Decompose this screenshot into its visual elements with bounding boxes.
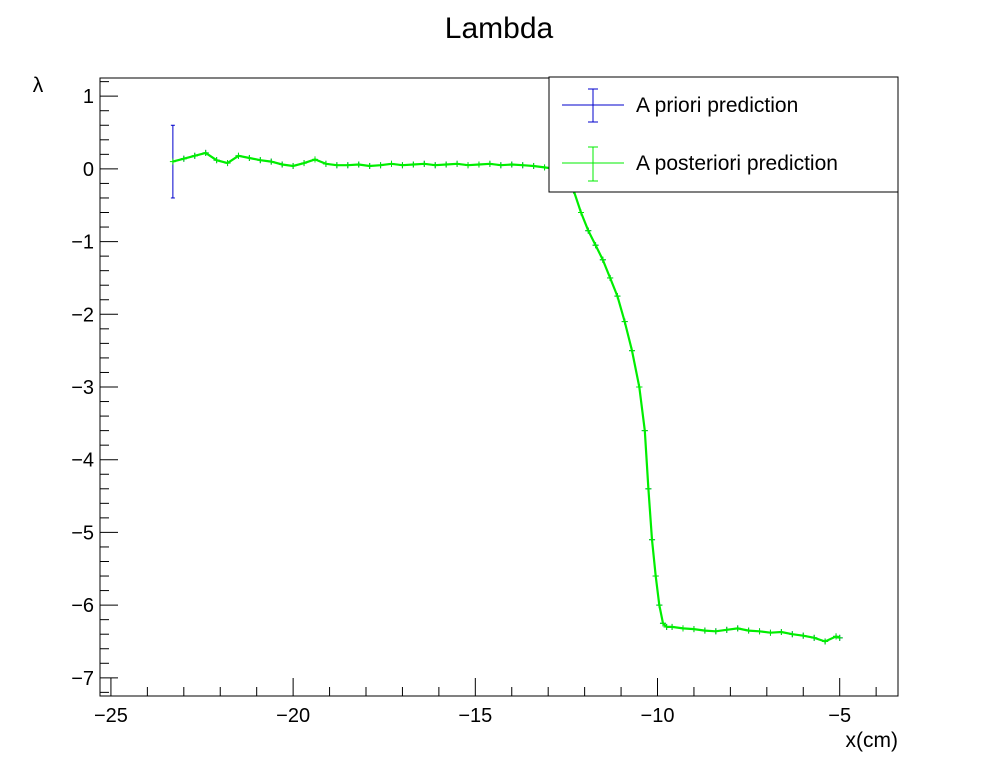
- y-tick-label: −6: [71, 595, 94, 617]
- legend-entry-a-posteriori: A posteriori prediction: [562, 146, 838, 182]
- x-tick-label: −20: [276, 705, 310, 727]
- legend-entry-a-priori: A priori prediction: [562, 88, 798, 123]
- minor-ticks: [100, 81, 877, 696]
- x-tick-label: −25: [94, 705, 128, 727]
- legend-box: [548, 76, 899, 193]
- major-ticks: [100, 95, 841, 696]
- x-tick-label: −10: [641, 705, 675, 727]
- legend: A priori prediction A posteriori predict…: [548, 76, 899, 193]
- y-tick-label: −3: [71, 377, 94, 399]
- y-tick-label: −1: [71, 232, 94, 254]
- y-tick-label: −2: [71, 304, 94, 326]
- legend-label-a-posteriori: A posteriori prediction: [636, 152, 838, 175]
- tick-labels: −25 −20 −15 −10 −5 1 0 −1 −2 −3 −4 −5 −6 −7: [71, 86, 851, 727]
- legend-label-a-priori: A priori prediction: [636, 94, 798, 117]
- x-tick-label: −15: [458, 705, 492, 727]
- x-axis-label: x(cm): [846, 729, 898, 752]
- y-tick-label: −5: [71, 522, 94, 544]
- y-tick-label: −4: [71, 450, 94, 472]
- x-tick-label: −5: [828, 705, 851, 727]
- y-tick-label: −7: [71, 668, 94, 690]
- y-tick-label: 0: [83, 159, 94, 181]
- y-tick-label: 1: [83, 86, 94, 108]
- y-axis-label: λ: [33, 74, 44, 97]
- chart-title: Lambda: [445, 12, 554, 45]
